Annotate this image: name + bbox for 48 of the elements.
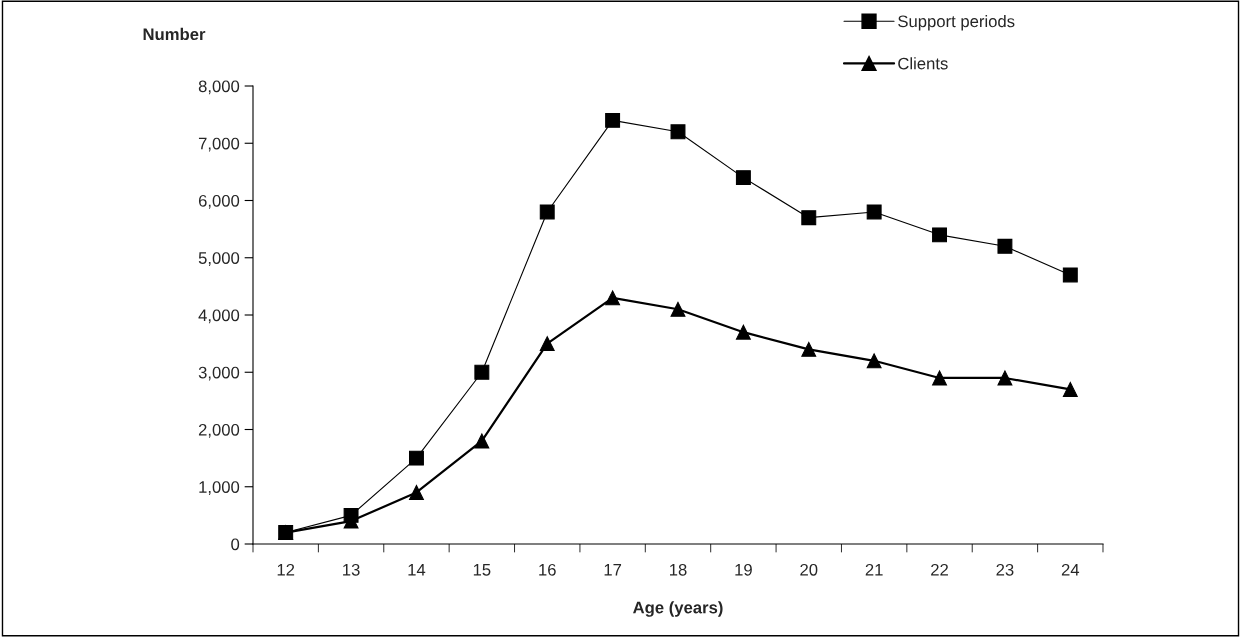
- y-tick-label: 0: [231, 538, 240, 551]
- x-tick-label: 13: [343, 563, 360, 576]
- x-tick-label: 19: [735, 563, 752, 576]
- point: [539, 336, 555, 352]
- point: [997, 370, 1013, 386]
- y-tick-label: 4,000: [198, 309, 240, 324]
- y-tick-label: 3,000: [198, 366, 240, 381]
- point: [932, 227, 947, 243]
- point: [735, 324, 751, 340]
- x-tick-label: 17: [604, 564, 622, 576]
- y-tick-label: 5,000: [198, 252, 240, 266]
- point: [409, 450, 424, 466]
- point: [1062, 381, 1078, 397]
- point: [866, 204, 882, 220]
- point: [605, 112, 621, 128]
- x-tick-label: 22: [931, 563, 948, 576]
- x-tick-label: 21: [865, 563, 883, 576]
- x-tick-label: 15: [473, 564, 491, 576]
- point: [801, 341, 817, 357]
- point: [409, 485, 424, 500]
- x-tick-label: 18: [670, 563, 687, 576]
- x-tick-label: 16: [539, 563, 556, 576]
- y-axis-title: Number: [143, 27, 206, 41]
- y-tick-label: 7,000: [198, 137, 240, 152]
- point: [539, 204, 555, 220]
- x-tick-label: 20: [800, 563, 818, 576]
- x-tick-label: 24: [1061, 563, 1080, 576]
- point: [474, 433, 490, 449]
- point: [801, 210, 817, 226]
- point: [735, 170, 751, 186]
- y-tick-label: 6,000: [198, 194, 240, 209]
- point: [474, 364, 490, 380]
- legend-label: Clients: [898, 57, 948, 70]
- x-tick-label: 14: [408, 564, 426, 576]
- y-tick-label: 8,000: [198, 80, 240, 95]
- y-tick-label: 2,000: [198, 423, 240, 438]
- point: [670, 124, 686, 140]
- legend-label: Support periods: [898, 15, 1015, 31]
- point: [605, 290, 621, 306]
- x-tick-label: 12: [277, 563, 295, 576]
- x-axis-title: Age (years): [633, 601, 723, 617]
- point: [997, 238, 1013, 254]
- point: [932, 370, 947, 386]
- point: [866, 353, 882, 369]
- y-tick-label: 1,000: [199, 481, 240, 495]
- x-tick-label: 23: [996, 563, 1014, 576]
- point: [1062, 267, 1078, 283]
- point: [670, 301, 686, 317]
